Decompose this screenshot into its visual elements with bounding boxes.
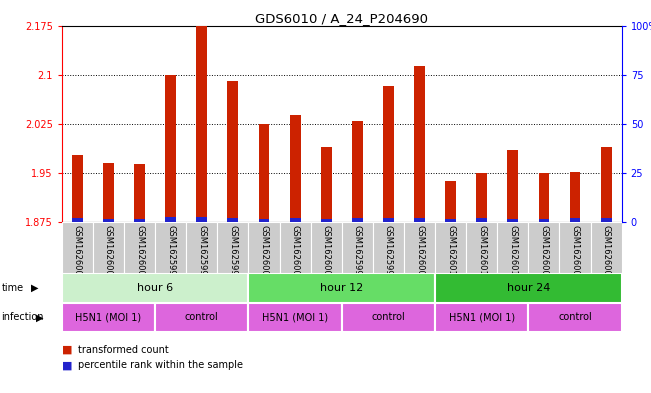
Bar xyxy=(321,219,331,222)
Text: GSM1626007: GSM1626007 xyxy=(260,224,268,281)
Text: control: control xyxy=(558,312,592,322)
Text: hour 24: hour 24 xyxy=(506,283,550,293)
Bar xyxy=(570,172,581,222)
Bar xyxy=(321,147,331,222)
Bar xyxy=(124,222,155,273)
Bar xyxy=(414,218,425,222)
Text: GSM1626002: GSM1626002 xyxy=(570,224,579,281)
Text: GSM1626000: GSM1626000 xyxy=(415,224,424,281)
Bar xyxy=(507,219,518,222)
Bar xyxy=(217,222,249,273)
Bar xyxy=(165,217,176,222)
Bar xyxy=(311,222,342,273)
Text: hour 12: hour 12 xyxy=(320,283,363,293)
Bar xyxy=(383,218,394,222)
Bar xyxy=(342,222,373,273)
Text: GSM1626009: GSM1626009 xyxy=(322,224,331,281)
Text: GSM1626008: GSM1626008 xyxy=(290,224,299,281)
Text: H5N1 (MOI 1): H5N1 (MOI 1) xyxy=(76,312,141,322)
Text: GSM1626004: GSM1626004 xyxy=(73,224,82,281)
Bar xyxy=(601,147,611,222)
Bar xyxy=(197,26,207,222)
Text: GSM1626005: GSM1626005 xyxy=(104,224,113,281)
Bar xyxy=(414,66,425,222)
Bar xyxy=(279,222,311,273)
Bar xyxy=(197,217,207,222)
Bar xyxy=(538,219,549,222)
Bar xyxy=(72,218,83,222)
Text: H5N1 (MOI 1): H5N1 (MOI 1) xyxy=(262,312,328,322)
Bar xyxy=(134,164,145,222)
Bar xyxy=(373,222,404,273)
Text: GSM1626001: GSM1626001 xyxy=(540,224,548,281)
Text: H5N1 (MOI 1): H5N1 (MOI 1) xyxy=(449,312,515,322)
Bar xyxy=(477,218,487,222)
Bar xyxy=(497,222,529,273)
Text: GSM1625998: GSM1625998 xyxy=(353,224,362,281)
Bar xyxy=(383,86,394,222)
Bar xyxy=(155,222,186,273)
Text: percentile rank within the sample: percentile rank within the sample xyxy=(78,360,243,371)
Bar xyxy=(103,219,114,222)
Bar xyxy=(62,273,249,303)
Text: GSM1626011: GSM1626011 xyxy=(477,224,486,281)
Bar xyxy=(435,273,622,303)
Bar xyxy=(529,303,622,332)
Bar xyxy=(62,222,93,273)
Bar xyxy=(601,218,611,222)
Bar xyxy=(165,75,176,222)
Bar xyxy=(72,154,83,222)
Bar xyxy=(93,222,124,273)
Bar xyxy=(404,222,435,273)
Text: GSM1625995: GSM1625995 xyxy=(166,224,175,281)
Bar xyxy=(559,222,590,273)
Bar xyxy=(435,303,529,332)
Bar xyxy=(445,219,456,222)
Bar xyxy=(342,303,435,332)
Bar xyxy=(62,303,155,332)
Text: hour 6: hour 6 xyxy=(137,283,173,293)
Bar xyxy=(590,222,622,273)
Bar xyxy=(186,222,217,273)
Text: GSM1625997: GSM1625997 xyxy=(229,224,238,281)
Text: GSM1625999: GSM1625999 xyxy=(384,224,393,281)
Text: GSM1626003: GSM1626003 xyxy=(602,224,611,281)
Bar xyxy=(445,181,456,222)
Bar xyxy=(529,222,559,273)
Bar xyxy=(227,81,238,222)
Text: GSM1626012: GSM1626012 xyxy=(508,224,518,281)
Bar xyxy=(258,124,270,222)
Bar xyxy=(134,219,145,222)
Bar xyxy=(227,218,238,222)
Bar xyxy=(507,150,518,222)
Bar xyxy=(477,173,487,222)
Bar xyxy=(352,218,363,222)
Text: GSM1626006: GSM1626006 xyxy=(135,224,144,281)
Text: GDS6010 / A_24_P204690: GDS6010 / A_24_P204690 xyxy=(255,12,428,25)
Bar xyxy=(249,303,342,332)
Text: time: time xyxy=(1,283,23,293)
Bar xyxy=(249,273,435,303)
Text: ▶: ▶ xyxy=(31,283,39,293)
Text: GSM1626010: GSM1626010 xyxy=(446,224,455,281)
Text: GSM1625996: GSM1625996 xyxy=(197,224,206,281)
Text: ▶: ▶ xyxy=(36,312,44,322)
Text: control: control xyxy=(372,312,406,322)
Bar xyxy=(258,219,270,222)
Bar xyxy=(570,218,581,222)
Bar xyxy=(352,121,363,222)
Bar xyxy=(155,303,249,332)
Bar xyxy=(290,218,301,222)
Text: ■: ■ xyxy=(62,360,72,371)
Bar xyxy=(435,222,466,273)
Text: control: control xyxy=(185,312,219,322)
Bar xyxy=(466,222,497,273)
Text: transformed count: transformed count xyxy=(78,345,169,355)
Bar xyxy=(103,163,114,222)
Bar xyxy=(249,222,279,273)
Text: ■: ■ xyxy=(62,345,72,355)
Bar xyxy=(290,115,301,222)
Bar xyxy=(538,173,549,222)
Text: infection: infection xyxy=(1,312,44,322)
